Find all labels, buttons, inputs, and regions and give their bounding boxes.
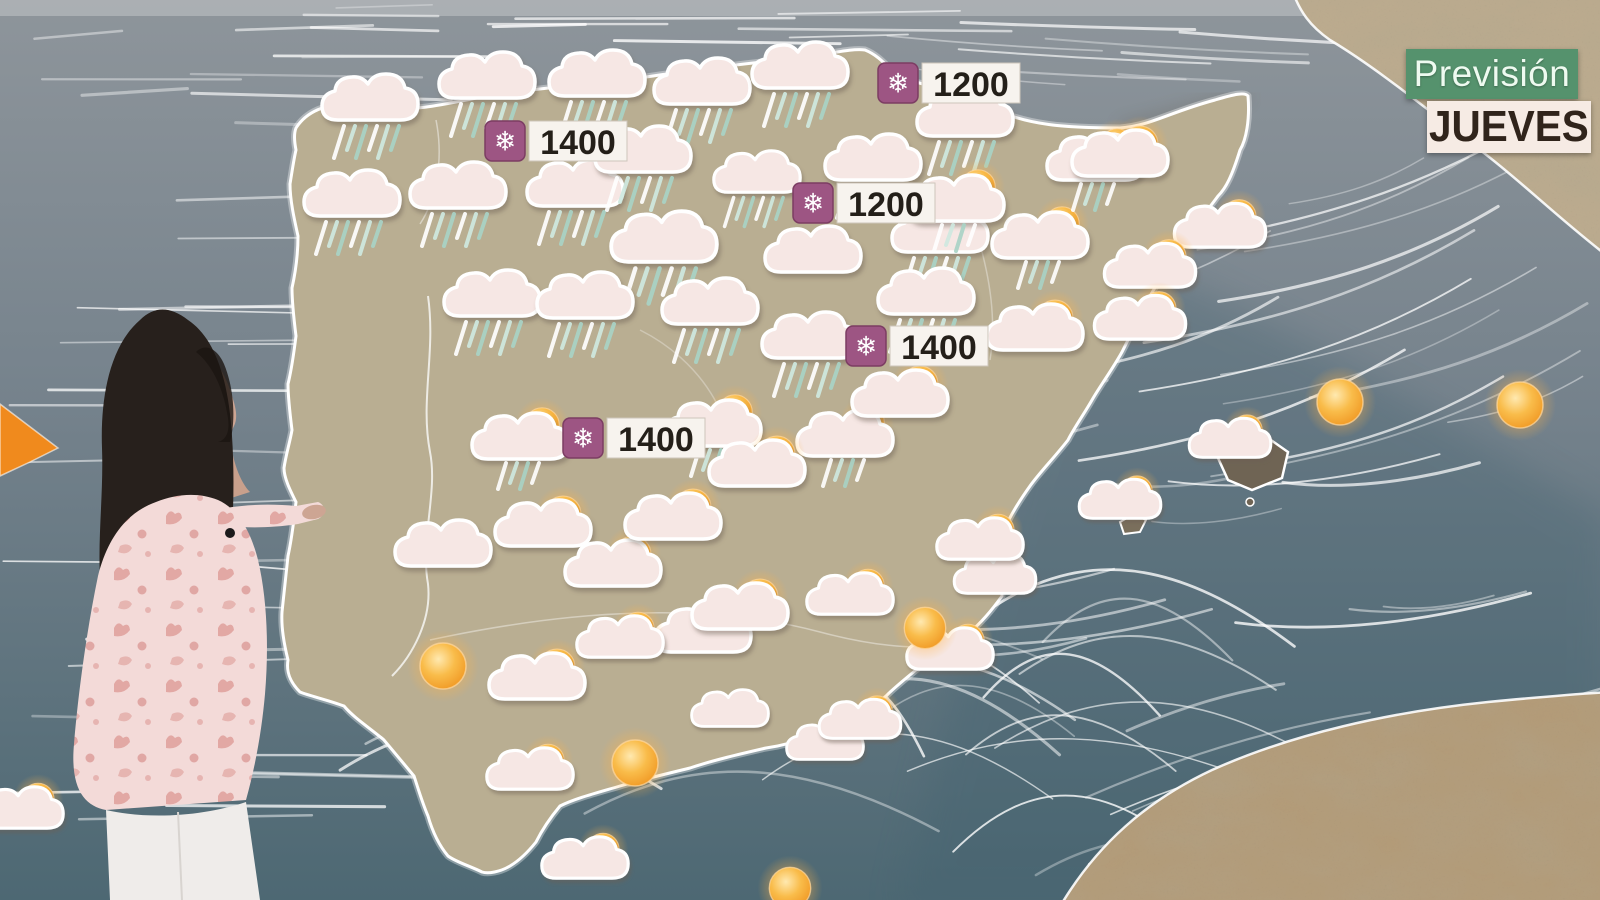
- snowflake-badge: [792, 182, 834, 224]
- weather-icon-sun: [599, 727, 671, 799]
- snow-level-marker: ❄ 1200: [877, 62, 1021, 104]
- snowflake-icon: ❄: [494, 127, 517, 158]
- snow-level-value: 1400: [901, 329, 977, 367]
- snowflake-icon: ❄: [802, 189, 825, 220]
- snow-level-layer: ❄ 1200 ❄ 1400 ❄ 1200 ❄ 1400 ❄ 1400: [484, 62, 1021, 459]
- snow-level-marker: ❄ 1200: [792, 182, 936, 224]
- presenter: [73, 309, 326, 900]
- snowflake-badge: [877, 62, 919, 104]
- snowflake-badge: [845, 325, 887, 367]
- land-africa: [1058, 691, 1600, 900]
- snowflake-badge: [484, 120, 526, 162]
- snowflake-badge: [562, 417, 604, 459]
- snow-level-value-box: [889, 325, 989, 367]
- day-label-text: JUEVES: [1429, 102, 1589, 151]
- weather-icon-sun: [893, 596, 958, 661]
- snow-level-value-box: [606, 417, 706, 459]
- snow-level-marker: ❄ 1400: [562, 417, 706, 459]
- snow-level-value: 1200: [848, 186, 924, 224]
- top-screen-edge: [0, 0, 1600, 16]
- snow-level-marker: ❄ 1400: [845, 325, 989, 367]
- snow-level-value-box: [528, 120, 628, 162]
- snow-level-value-box: [921, 62, 1021, 104]
- weather-icon-sun: [1484, 369, 1556, 441]
- snowflake-icon: ❄: [572, 424, 595, 455]
- forecast-label: Previsión: [1406, 49, 1578, 99]
- weather-icon-sun: [1304, 366, 1376, 438]
- snow-level-value: 1200: [933, 66, 1009, 104]
- snowflake-icon: ❄: [887, 69, 910, 100]
- snow-level-value-box: [836, 182, 936, 224]
- snowflake-icon: ❄: [855, 332, 878, 363]
- snow-level-value: 1400: [540, 124, 616, 162]
- snow-level-marker: ❄ 1400: [484, 120, 628, 162]
- weather-icon-sun: [407, 630, 479, 702]
- snow-level-value: 1400: [618, 421, 694, 459]
- side-graphic-orange: [0, 403, 60, 477]
- day-label: JUEVES: [1427, 101, 1591, 153]
